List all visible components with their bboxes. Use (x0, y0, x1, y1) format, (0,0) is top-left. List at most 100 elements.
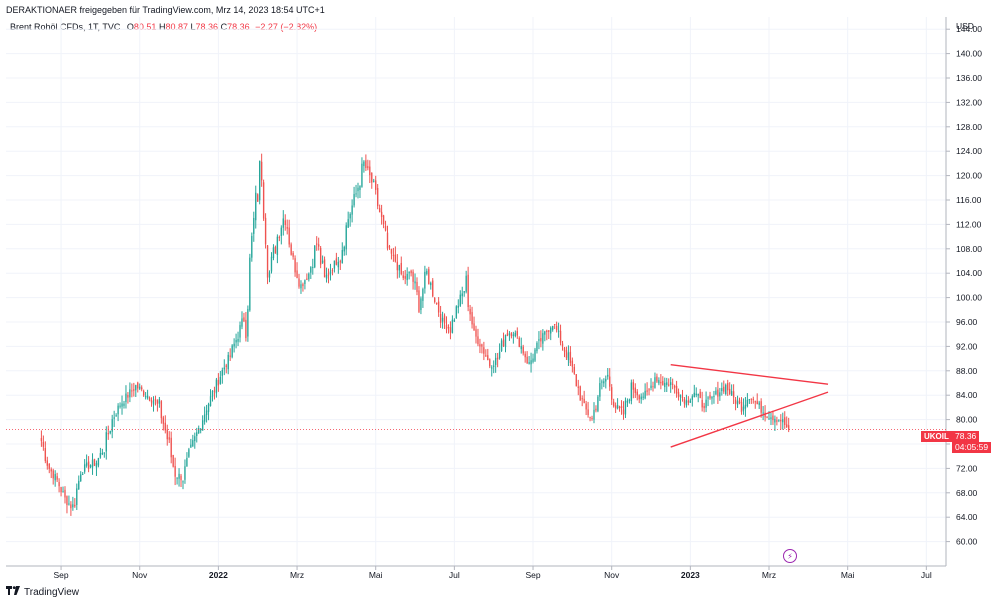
candle-body (85, 462, 88, 466)
candle-body (115, 415, 117, 417)
candle-body (380, 211, 383, 217)
x-tick-label: Mrz (290, 570, 304, 580)
candle-body (750, 398, 752, 400)
candle-body (135, 385, 137, 391)
candle-body (188, 449, 190, 457)
y-tick-label: 60.00 (956, 537, 978, 547)
candle-body (107, 433, 109, 435)
candle-body (223, 367, 225, 370)
candle-body (666, 382, 668, 386)
footer-brand[interactable]: TradingView (6, 586, 79, 598)
candle-body (498, 351, 501, 359)
candle-body (756, 401, 758, 405)
candle-body (605, 378, 607, 382)
candle-body (443, 315, 446, 324)
candle-body (581, 398, 583, 400)
candle-body (359, 185, 361, 190)
candle-body (715, 390, 717, 395)
candle-body (742, 406, 745, 411)
candle-body (475, 329, 477, 337)
candle-body (766, 416, 768, 418)
candle-body (713, 396, 715, 398)
candle-body (762, 412, 764, 414)
candle-body (382, 215, 385, 225)
x-tick-label: Jul (921, 570, 932, 580)
candle-body (72, 504, 74, 508)
candle-body (103, 452, 106, 454)
candle-body (329, 271, 332, 274)
candle-body (139, 386, 141, 389)
candle-body (593, 409, 595, 420)
candle-body (284, 220, 286, 225)
candle-body (723, 386, 725, 392)
candle-body (705, 399, 707, 408)
candle-body (709, 395, 711, 399)
candle-body (487, 355, 489, 361)
candle-body (184, 466, 186, 480)
candle-body (60, 487, 62, 493)
candle-body (247, 309, 249, 337)
candle-body (198, 428, 200, 434)
candle-body (392, 254, 395, 256)
candle-body (388, 246, 391, 248)
candle-body (689, 400, 692, 403)
candle-body (186, 457, 188, 467)
candle-body (510, 333, 513, 337)
candle-body (504, 335, 507, 348)
candle-body (609, 376, 611, 387)
candle-body (612, 401, 615, 407)
candle-body (266, 245, 269, 278)
candle-body (258, 160, 261, 201)
y-tick-label: 124.00 (956, 146, 982, 156)
x-tick-label: Mai (369, 570, 383, 580)
candle-body (738, 399, 741, 404)
candle-body (780, 419, 782, 422)
lightning-bolt-icon[interactable]: ⚡ (783, 549, 797, 563)
candle-body (620, 406, 623, 409)
candle-body (111, 419, 113, 432)
candle-body (770, 417, 772, 419)
candle-body (270, 256, 273, 272)
candle-body (432, 280, 434, 297)
candle-body (550, 327, 552, 334)
candle-body (494, 357, 497, 365)
y-tick-label: 104.00 (956, 268, 982, 278)
candle-body (707, 397, 709, 399)
candle-body (166, 429, 168, 440)
shared-by-header: DERAKTIONAER freigegeben für TradingView… (6, 5, 325, 15)
trendline-lower (670, 391, 829, 448)
candle-body (323, 259, 326, 278)
candle-body (441, 317, 444, 322)
candle-body (778, 419, 780, 421)
candle-body (286, 227, 288, 229)
candle-body (225, 365, 227, 367)
countdown-tag: 04:05:59 (952, 442, 992, 453)
candle-body (730, 391, 733, 396)
y-tick-label: 92.00 (956, 341, 978, 351)
candle-body (412, 271, 414, 282)
candle-body (428, 269, 430, 285)
candle-body (249, 257, 251, 311)
candle-body (435, 302, 438, 304)
candle-body (390, 248, 393, 254)
candle-body (703, 405, 705, 409)
candle-body (351, 205, 353, 215)
candle-body (62, 491, 64, 493)
candle-body (343, 246, 345, 252)
candle-body (481, 344, 483, 347)
candle-body (567, 352, 570, 361)
change-value: −2.27 (−2.82%) (255, 22, 318, 32)
candle-body (408, 272, 410, 274)
candle-body (117, 405, 119, 415)
candle-body (333, 260, 336, 269)
x-tick-label: Sep (525, 570, 540, 580)
candle-body (211, 391, 214, 397)
candle-body (233, 343, 235, 347)
candle-body (573, 366, 576, 374)
candle-body (144, 396, 147, 398)
candle-body (125, 393, 127, 403)
candle-body (56, 476, 58, 480)
candle-body (677, 392, 680, 397)
candle-body (642, 396, 644, 398)
